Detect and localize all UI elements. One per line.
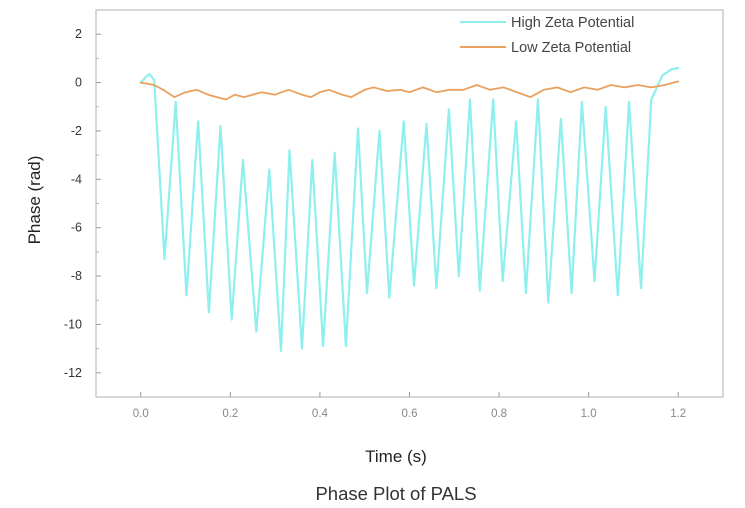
x-tick-label: 0.8 [491, 408, 507, 420]
y-axis-ticks: 2 0 -2 -4 -6 -8 -10 -12 [64, 27, 101, 380]
y-tick-label: 2 [75, 27, 82, 41]
y-tick-label: -8 [71, 269, 82, 283]
legend-label-high-zeta: High Zeta Potential [511, 15, 634, 31]
y-tick-label: -4 [71, 172, 82, 186]
x-axis-ticks: 0.0 0.2 0.4 0.6 0.8 1.0 1.2 [133, 392, 686, 420]
x-tick-label: 1.0 [581, 408, 597, 420]
y-tick-label: -10 [64, 317, 82, 331]
y-tick-label: 0 [75, 76, 82, 90]
y-tick-label: -12 [64, 366, 82, 380]
x-tick-label: 0.4 [312, 408, 329, 420]
x-axis-label: Time (s) [365, 447, 427, 466]
y-tick-label: -2 [71, 124, 82, 138]
y-axis-label: Phase (rad) [25, 156, 44, 245]
x-tick-label: 1.2 [670, 408, 686, 420]
series-layer [139, 66, 680, 353]
legend-label-low-zeta: Low Zeta Potential [511, 40, 631, 56]
series-line-low-zeta [139, 80, 680, 101]
y-tick-label: -6 [71, 221, 82, 235]
chart-title: Phase Plot of PALS [315, 483, 476, 504]
legend: High Zeta Potential Low Zeta Potential [460, 15, 634, 56]
x-tick-label: 0.6 [402, 408, 418, 420]
x-tick-label: 0.2 [222, 408, 238, 420]
x-tick-label: 0.0 [133, 408, 149, 420]
series-line-high-zeta [139, 66, 680, 353]
